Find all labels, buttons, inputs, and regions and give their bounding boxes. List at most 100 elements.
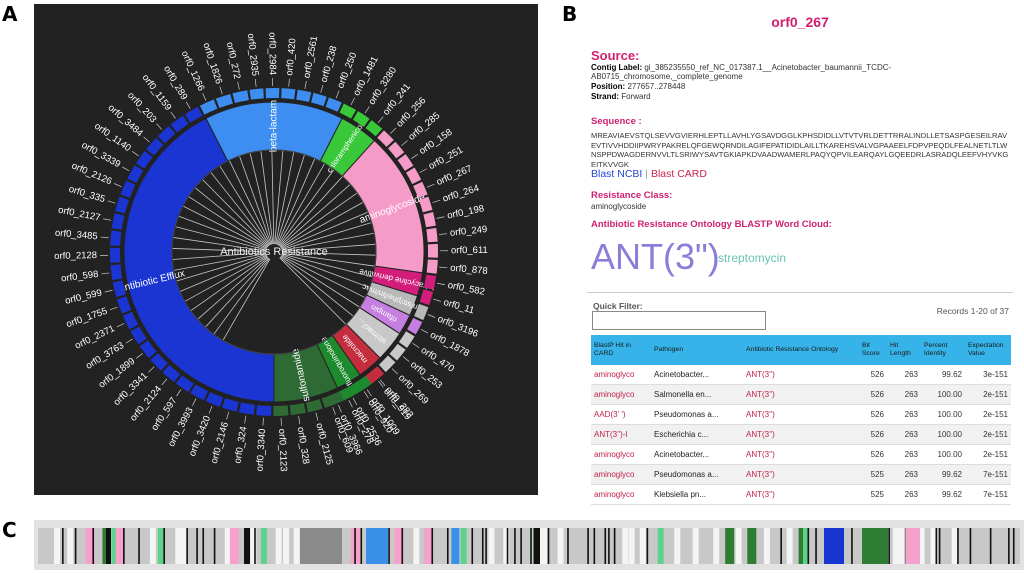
orf-segment[interactable]: [120, 180, 136, 198]
orf-segment[interactable]: [311, 92, 327, 107]
genome-feature[interactable]: [138, 528, 140, 564]
orf-label[interactable]: orf0_582: [447, 280, 486, 298]
orf-label[interactable]: orf0_2984: [266, 32, 277, 75]
genome-feature[interactable]: [520, 528, 522, 564]
word-cloud-term-ant3[interactable]: ANT(3"): [591, 236, 720, 277]
orf-label[interactable]: orf0_3485: [55, 228, 99, 243]
genome-feature[interactable]: [149, 528, 156, 564]
orf-segment[interactable]: [190, 384, 209, 401]
genome-feature[interactable]: [254, 528, 256, 564]
genome-feature[interactable]: [639, 528, 646, 564]
orf-segment[interactable]: [296, 89, 312, 103]
orf-segment[interactable]: [110, 247, 121, 263]
table-column-header[interactable]: Pathogen: [651, 335, 743, 365]
orf-segment[interactable]: [341, 384, 359, 400]
orf-label[interactable]: orf0_264: [441, 183, 480, 205]
orf-label[interactable]: orf0_2125: [313, 422, 334, 466]
genome-feature[interactable]: [713, 528, 720, 564]
orf-segment[interactable]: [397, 154, 414, 171]
orf-label[interactable]: orf0_2146: [209, 421, 231, 465]
genome-feature[interactable]: [815, 528, 817, 564]
genome-feature[interactable]: [1012, 528, 1015, 564]
orf-segment[interactable]: [222, 398, 239, 412]
orf-segment[interactable]: [139, 340, 157, 359]
genome-feature[interactable]: [106, 528, 111, 564]
genome-feature[interactable]: [604, 528, 607, 564]
genome-feature[interactable]: [354, 528, 356, 564]
orf-label[interactable]: orf0_238: [319, 45, 340, 84]
orf-segment[interactable]: [110, 264, 123, 281]
orf-label[interactable]: orf0_3340: [255, 428, 269, 471]
genome-feature[interactable]: [74, 528, 77, 564]
orf-segment[interactable]: [427, 243, 438, 258]
orf-label[interactable]: orf0_11: [442, 297, 475, 316]
orf-segment[interactable]: [378, 355, 396, 373]
genome-feature[interactable]: [969, 528, 972, 564]
genome-feature[interactable]: [196, 528, 198, 564]
genome-feature[interactable]: [163, 528, 166, 564]
genome-feature[interactable]: [394, 528, 404, 564]
orf-label[interactable]: orf0_878: [450, 263, 488, 277]
orf-segment[interactable]: [406, 167, 422, 185]
orf-segment[interactable]: [111, 213, 125, 230]
genome-feature[interactable]: [85, 528, 95, 564]
genome-feature[interactable]: [481, 528, 484, 564]
genome-feature[interactable]: [862, 528, 888, 564]
word-cloud-term-streptomycin[interactable]: streptomycin: [718, 251, 787, 265]
genome-feature[interactable]: [506, 528, 509, 564]
genome-feature[interactable]: [593, 528, 596, 564]
genome-feature[interactable]: [62, 528, 64, 564]
table-column-header[interactable]: Expectation Value: [965, 335, 1011, 365]
orf-segment[interactable]: [215, 93, 233, 109]
genome-feature[interactable]: [786, 528, 793, 564]
genome-feature[interactable]: [401, 528, 404, 564]
genome-feature[interactable]: [938, 528, 941, 564]
orf-label[interactable]: orf0_2128: [54, 250, 97, 262]
genome-feature[interactable]: [587, 528, 589, 564]
orf-segment[interactable]: [281, 88, 296, 100]
genome-feature[interactable]: [360, 528, 363, 564]
genome-feature[interactable]: [989, 528, 992, 564]
orf-label[interactable]: orf0_2561: [302, 35, 321, 79]
genome-feature[interactable]: [260, 528, 267, 564]
table-row[interactable]: ANT(3'')-I Escherichia c... ANT(3'') 526 263…: [591, 424, 1011, 445]
orf-label[interactable]: orf0_324: [232, 426, 249, 465]
genome-feature[interactable]: [725, 528, 735, 564]
genome-feature[interactable]: [424, 528, 434, 564]
genome-feature[interactable]: [250, 528, 257, 564]
genome-feature[interactable]: [622, 528, 629, 564]
table-column-header[interactable]: Antibiotic Resistance Ontology: [743, 335, 859, 365]
blast-card-link[interactable]: Blast CARD: [650, 168, 707, 180]
genome-feature[interactable]: [547, 528, 550, 564]
orf-segment[interactable]: [377, 130, 394, 147]
genome-feature[interactable]: [930, 528, 937, 564]
orf-segment[interactable]: [352, 111, 370, 127]
genome-feature[interactable]: [186, 528, 188, 564]
orf-segment[interactable]: [407, 317, 423, 335]
genome-feature[interactable]: [906, 528, 920, 564]
genome-feature[interactable]: [951, 528, 958, 564]
genome-feature[interactable]: [674, 528, 681, 564]
orf-segment[interactable]: [146, 137, 164, 156]
orf-segment[interactable]: [136, 151, 153, 169]
orf-segment[interactable]: [426, 259, 438, 274]
orf-segment[interactable]: [110, 230, 122, 246]
orf-segment[interactable]: [115, 196, 130, 214]
orf-label[interactable]: orf0_598: [61, 269, 100, 285]
genome-feature[interactable]: [646, 528, 649, 564]
orf-segment[interactable]: [423, 212, 436, 228]
orf-label[interactable]: orf0_249: [449, 224, 487, 239]
orf-segment[interactable]: [418, 196, 433, 213]
genome-feature[interactable]: [213, 528, 216, 564]
genome-feature[interactable]: [224, 528, 231, 564]
orf-segment[interactable]: [249, 88, 264, 100]
genome-feature[interactable]: [503, 528, 510, 564]
orf-segment[interactable]: [157, 126, 176, 144]
genome-feature[interactable]: [802, 528, 809, 564]
genome-feature[interactable]: [628, 528, 635, 564]
genome-feature[interactable]: [293, 528, 300, 564]
orf-segment[interactable]: [419, 289, 434, 306]
genome-feature[interactable]: [431, 528, 434, 564]
genome-feature[interactable]: [451, 528, 460, 564]
genome-feature[interactable]: [892, 528, 899, 564]
